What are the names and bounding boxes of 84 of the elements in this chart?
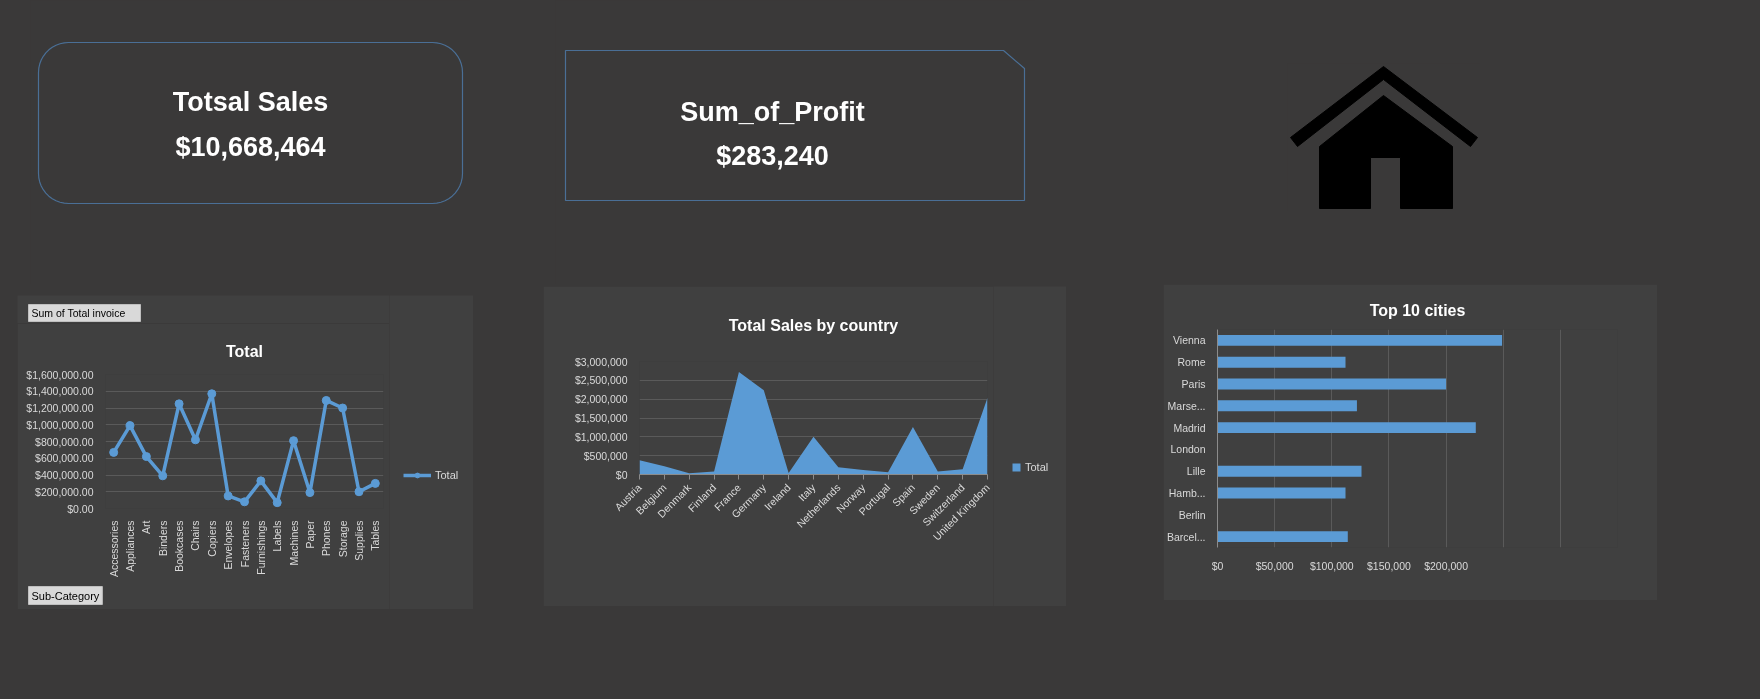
- text: Totsal Sales: [172, 86, 329, 117]
- x-tick-label: Storage: [336, 520, 349, 558]
- legend-label: Total: [435, 469, 459, 481]
- chart-title: Total Sales by country: [728, 317, 899, 334]
- x-tick-label: Machines: [287, 520, 300, 566]
- x-tick-label: Appliances: [124, 520, 137, 572]
- text: Sum of Total invoice: [31, 307, 126, 319]
- x-tick-label: Envelopes: [222, 520, 235, 570]
- x-tick-label: Binders: [156, 520, 169, 557]
- x-tick-label: Chairs: [189, 520, 202, 551]
- y-tick-label: Madrid: [1173, 421, 1206, 434]
- y-tick-label: $1,000,000.00: [26, 418, 94, 431]
- y-tick-label: $2,500,000: [574, 374, 628, 387]
- y-tick-label: $200,000.00: [35, 485, 94, 498]
- point: [223, 491, 233, 501]
- point: [174, 399, 184, 409]
- y-tick-label: $1,000,000: [574, 430, 628, 443]
- y-tick-label: $500,000: [583, 449, 628, 462]
- x-tick-label: $50,000: [1255, 559, 1294, 572]
- point: [321, 395, 331, 405]
- x-tick-label: $100,000: [1309, 559, 1354, 572]
- point: [207, 389, 217, 399]
- y-tick-label: $0.00: [67, 502, 94, 515]
- bar: [1217, 378, 1447, 390]
- x-tick-label: $0: [1211, 559, 1224, 572]
- point: [109, 447, 119, 457]
- point: [125, 421, 135, 431]
- bar: [1217, 422, 1476, 434]
- bar: [1217, 400, 1357, 412]
- x-tick-label: Art: [140, 520, 153, 534]
- y-tick-label: $0: [615, 468, 628, 481]
- x-tick-label: Labels: [271, 520, 284, 552]
- x-tick-label: Copiers: [205, 520, 218, 557]
- y-tick-label: Vienna: [1173, 334, 1206, 347]
- y-tick-label: $1,200,000.00: [26, 402, 94, 414]
- x-tick-label: Paper: [303, 520, 316, 549]
- x-tick-label: Supplies: [352, 520, 365, 561]
- point: [305, 488, 315, 498]
- text: Sum_of_Profit: [680, 96, 865, 127]
- point: [338, 403, 348, 413]
- y-tick-label: $3,000,000: [574, 355, 628, 368]
- y-tick-label: Lille: [1186, 465, 1206, 478]
- point: [256, 476, 266, 486]
- x-tick-label: Bookcases: [173, 520, 186, 572]
- point: [289, 436, 299, 446]
- point: [354, 487, 364, 497]
- y-tick-label: $1,500,000: [574, 412, 628, 424]
- bar: [1217, 487, 1346, 499]
- point: [190, 435, 200, 445]
- y-tick-label: London: [1170, 443, 1206, 456]
- y-tick-label: $800,000.00: [35, 435, 94, 448]
- bar: [1217, 465, 1362, 477]
- point: [272, 498, 282, 508]
- point: [370, 478, 380, 488]
- y-tick-label: Rome: [1177, 356, 1206, 369]
- y-tick-label: $2,000,000: [574, 393, 628, 406]
- x-tick-label: $150,000: [1367, 559, 1411, 572]
- bar: [1217, 531, 1348, 543]
- x-tick-label: Tables: [369, 520, 382, 551]
- point: [158, 471, 168, 481]
- point: [240, 497, 249, 507]
- y-tick-label: $1,400,000.00: [26, 385, 94, 398]
- text: Sub-Category: [31, 589, 100, 602]
- bar: [1217, 334, 1503, 346]
- y-tick-label: $1,600,000.00: [26, 368, 94, 381]
- y-tick-label: Marse...: [1167, 399, 1206, 412]
- text: $10,668,464: [175, 131, 326, 162]
- x-tick-label: Fasteners: [238, 520, 251, 568]
- x-tick-label: Furnishings: [254, 520, 267, 575]
- bar: [1217, 356, 1346, 368]
- y-tick-label: Hamb...: [1168, 487, 1206, 499]
- y-tick-label: Barcel...: [1166, 530, 1206, 543]
- text: $283,240: [716, 140, 829, 171]
- point: [141, 452, 151, 462]
- chart-title: Top 10 cities: [1369, 301, 1466, 319]
- x-tick-label: Phones: [320, 520, 333, 557]
- x-tick-label: $200,000: [1424, 559, 1469, 572]
- legend-label: Total: [1025, 461, 1049, 473]
- y-tick-label: Berlin: [1178, 508, 1206, 521]
- y-tick-label: $600,000.00: [35, 452, 94, 465]
- chart-title: Total: [225, 342, 264, 360]
- y-tick-label: Paris: [1181, 378, 1206, 390]
- y-tick-label: $400,000.00: [35, 469, 94, 481]
- x-tick-label: Accessories: [107, 520, 120, 578]
